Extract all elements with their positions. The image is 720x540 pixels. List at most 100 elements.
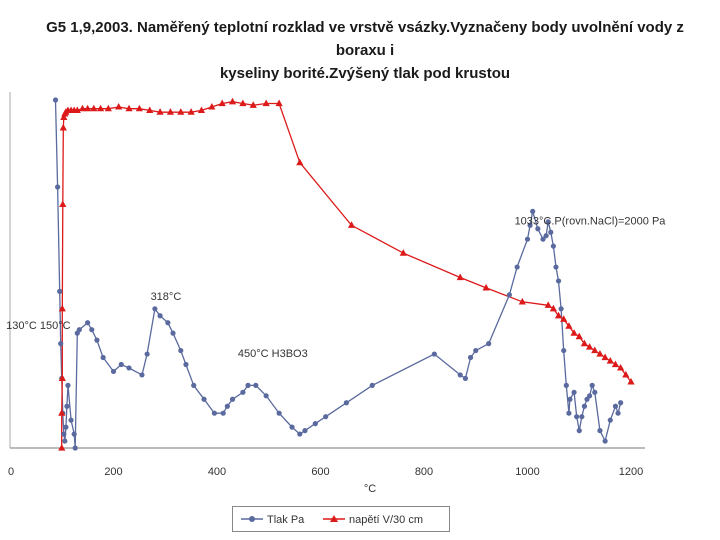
tlak-point	[297, 431, 303, 437]
tlak-point	[144, 351, 150, 357]
tlak-point	[276, 410, 282, 416]
tlak-point	[558, 306, 564, 312]
napeti-point	[84, 104, 92, 112]
napeti-point	[125, 104, 133, 112]
tlak-point	[57, 288, 63, 294]
napeti-point	[187, 108, 195, 115]
tlak-point	[302, 428, 308, 434]
tlak-point	[229, 396, 236, 402]
tlak-point	[253, 382, 259, 388]
series-lines	[54, 99, 632, 449]
napeti-point	[115, 102, 123, 110]
tlak-point	[592, 389, 598, 395]
tlak-point	[191, 382, 197, 388]
napeti-point	[347, 221, 356, 228]
annotation-label: 1033°C.P(rovn.NaCl)=2000 Pa	[515, 216, 667, 228]
tlak-point	[607, 417, 613, 423]
tlak-point	[506, 292, 512, 298]
napeti-point	[58, 409, 66, 416]
napeti-point	[262, 99, 270, 107]
annotation-label: 130°C 150°C	[6, 320, 71, 332]
tlak-point	[343, 400, 349, 406]
napeti-point	[611, 360, 620, 368]
tlak-point	[323, 414, 329, 420]
tlak-point	[94, 337, 100, 343]
napeti-point	[60, 113, 68, 120]
napeti-point	[275, 99, 283, 107]
legend-tlak-label: Tlak Pa	[267, 514, 305, 526]
tlak-point	[473, 347, 479, 354]
tlak-point	[89, 327, 95, 333]
tlak-point	[211, 410, 218, 416]
tlak-point	[524, 236, 531, 242]
annotation-label: 318°C	[151, 291, 182, 303]
legend-tlak-marker	[249, 516, 255, 522]
napeti-point	[146, 106, 154, 114]
napeti-point	[456, 273, 464, 281]
napeti-point	[73, 106, 81, 114]
tlak-point	[165, 320, 171, 326]
napeti-point	[554, 311, 563, 319]
tlak-point	[85, 320, 91, 326]
napeti-point	[580, 339, 589, 347]
series-line-tlak	[54, 99, 622, 449]
napeti-point	[197, 106, 206, 114]
tlak-point	[553, 264, 559, 270]
x-tick-label: 0	[8, 466, 14, 478]
tlak-point	[312, 421, 318, 427]
tlak-point	[118, 361, 124, 368]
chart-title-line2: kyseliny borité.Zvýšený tlak pod krustou	[219, 65, 511, 82]
tlak-point	[68, 417, 74, 423]
napeti-point	[560, 315, 568, 322]
napeti-point	[218, 99, 226, 107]
legend-napeti-marker	[330, 515, 338, 522]
tlak-point	[618, 400, 624, 406]
tlak-point	[602, 438, 608, 444]
tlak-point	[224, 403, 230, 409]
tlak-point	[126, 365, 132, 371]
tlak-point	[72, 445, 78, 451]
napeti-point	[627, 377, 635, 385]
tlak-point	[527, 222, 533, 228]
tlak-point	[550, 243, 556, 249]
tlak-point	[561, 347, 567, 354]
napeti-point	[482, 283, 490, 291]
napeti-point	[58, 374, 66, 381]
napeti-point	[622, 370, 630, 378]
tlak-point	[170, 330, 176, 336]
legend-napeti-label: napětí V/30 cm	[349, 514, 423, 526]
tlak-point	[612, 403, 619, 409]
tlak-point	[157, 313, 163, 319]
tlak-point	[563, 382, 569, 388]
tlak-point	[581, 403, 588, 409]
tlak-point	[240, 389, 246, 395]
napeti-point	[59, 200, 67, 207]
x-tick-label: 1000	[515, 466, 539, 478]
annotations: 318°C 130°C 150°C 450°C H3BO3 1033°C.P(rovn…	[6, 216, 666, 360]
series-line-napeti	[61, 101, 632, 448]
napeti-point	[575, 332, 583, 340]
tlak-point	[369, 382, 375, 388]
tlak-point	[574, 414, 580, 420]
tlak-point	[462, 375, 468, 381]
x-axis-label: °C	[364, 483, 376, 495]
napeti-point	[96, 104, 105, 112]
napeti-point	[586, 343, 594, 350]
tlak-point	[567, 396, 573, 402]
series-markers	[52, 97, 635, 451]
tlak-point	[576, 428, 582, 434]
tlak-point	[152, 306, 158, 312]
napeti-point	[208, 102, 216, 110]
tlak-point	[467, 354, 474, 361]
napeti-point	[156, 108, 164, 115]
legend: Tlak Pa napětí V/30 cm	[232, 506, 450, 532]
tlak-point	[555, 278, 562, 284]
tlak-point	[530, 208, 536, 214]
napeti-point	[239, 99, 247, 107]
napeti-point	[135, 104, 143, 112]
napeti-point	[399, 249, 407, 256]
napeti-point	[565, 322, 573, 329]
napeti-point	[228, 97, 237, 105]
tlak-point	[486, 341, 492, 347]
